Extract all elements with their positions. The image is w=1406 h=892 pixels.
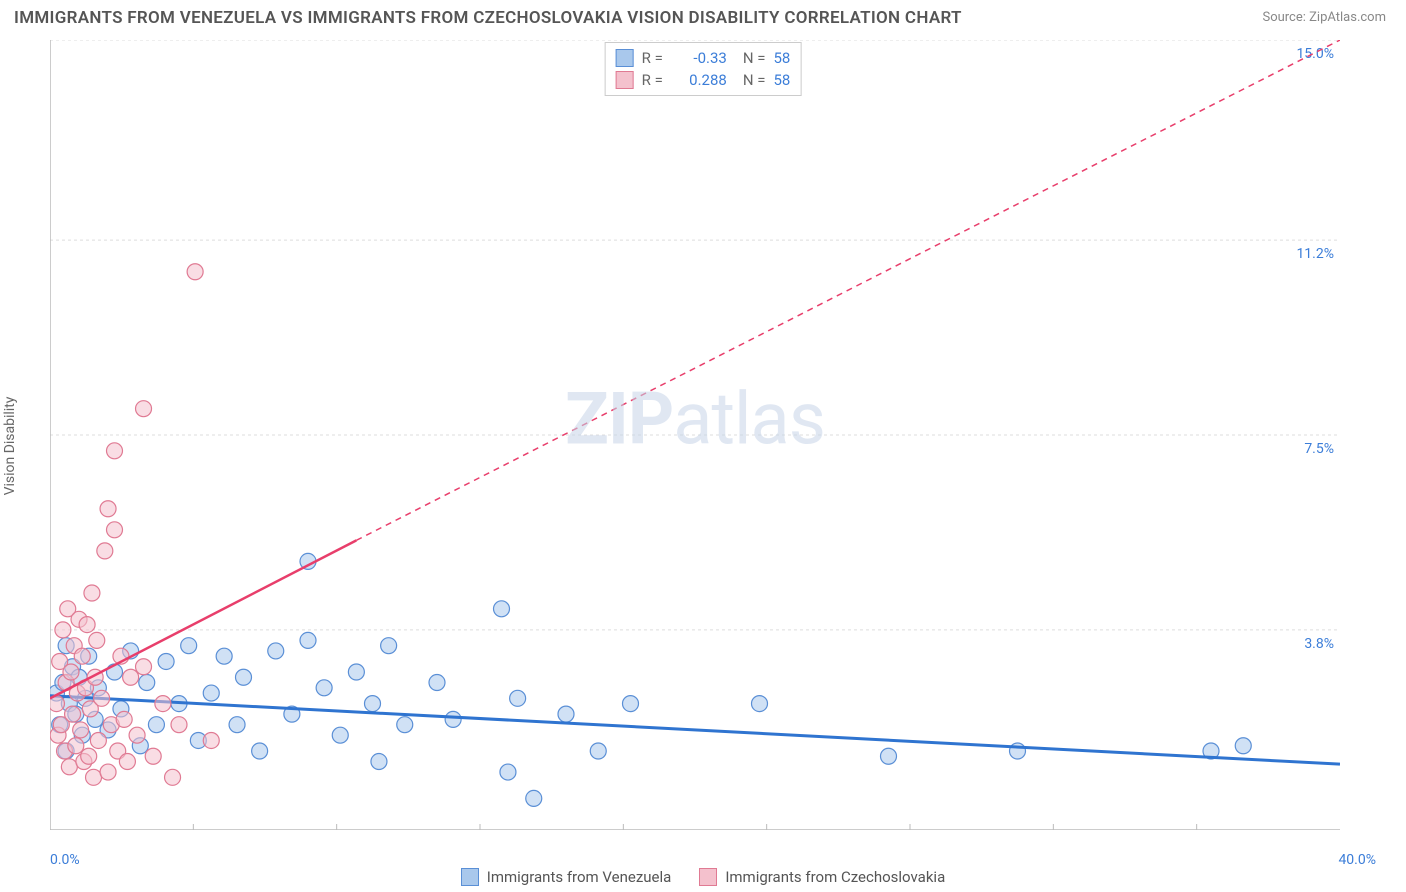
x-axis-min-label: 0.0% bbox=[50, 852, 80, 868]
stat-row-series2: R = 0.288 N = 58 bbox=[616, 69, 791, 91]
r-value-czech: 0.288 bbox=[671, 69, 727, 91]
correlation-stats-box: R = -0.33 N = 58 R = 0.288 N = 58 bbox=[605, 42, 802, 96]
legend-item-venezuela: Immigrants from Venezuela bbox=[461, 868, 672, 886]
r-label: R = bbox=[642, 69, 663, 91]
bottom-legend: Immigrants from Venezuela Immigrants fro… bbox=[0, 868, 1406, 886]
r-label: R = bbox=[642, 47, 663, 69]
x-axis-max-label: 40.0% bbox=[1338, 852, 1376, 868]
chart-title: IMMIGRANTS FROM VENEZUELA VS IMMIGRANTS … bbox=[14, 8, 962, 28]
r-value-venezuela: -0.33 bbox=[671, 47, 727, 69]
source-credit: Source: ZipAtlas.com bbox=[1262, 10, 1386, 25]
n-label: N = bbox=[743, 47, 766, 69]
swatch-venezuela bbox=[461, 868, 479, 886]
swatch-czech bbox=[616, 71, 634, 89]
legend-label-venezuela: Immigrants from Venezuela bbox=[487, 868, 672, 886]
n-value-venezuela: 58 bbox=[773, 47, 790, 69]
scatter-chart: 3.8%7.5%11.2%15.0% bbox=[50, 40, 1340, 830]
source-link[interactable]: ZipAtlas.com bbox=[1309, 10, 1386, 25]
stat-row-series1: R = -0.33 N = 58 bbox=[616, 47, 791, 69]
n-value-czech: 58 bbox=[773, 69, 790, 91]
n-label: N = bbox=[743, 69, 766, 91]
source-prefix: Source: bbox=[1262, 10, 1309, 25]
legend-item-czech: Immigrants from Czechoslovakia bbox=[699, 868, 945, 886]
swatch-venezuela bbox=[616, 49, 634, 67]
svg-text:3.8%: 3.8% bbox=[1304, 636, 1334, 652]
svg-text:11.2%: 11.2% bbox=[1296, 246, 1334, 262]
chart-area: 3.8%7.5%11.2%15.0% ZIPatlas bbox=[50, 40, 1340, 830]
svg-text:7.5%: 7.5% bbox=[1304, 441, 1334, 457]
legend-label-czech: Immigrants from Czechoslovakia bbox=[725, 868, 945, 886]
y-axis-label: Vision Disability bbox=[2, 397, 18, 496]
swatch-czech bbox=[699, 868, 717, 886]
